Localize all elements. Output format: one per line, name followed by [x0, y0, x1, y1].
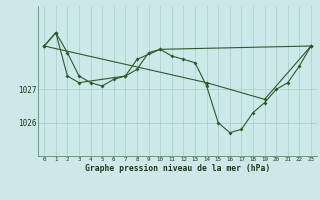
- X-axis label: Graphe pression niveau de la mer (hPa): Graphe pression niveau de la mer (hPa): [85, 164, 270, 173]
